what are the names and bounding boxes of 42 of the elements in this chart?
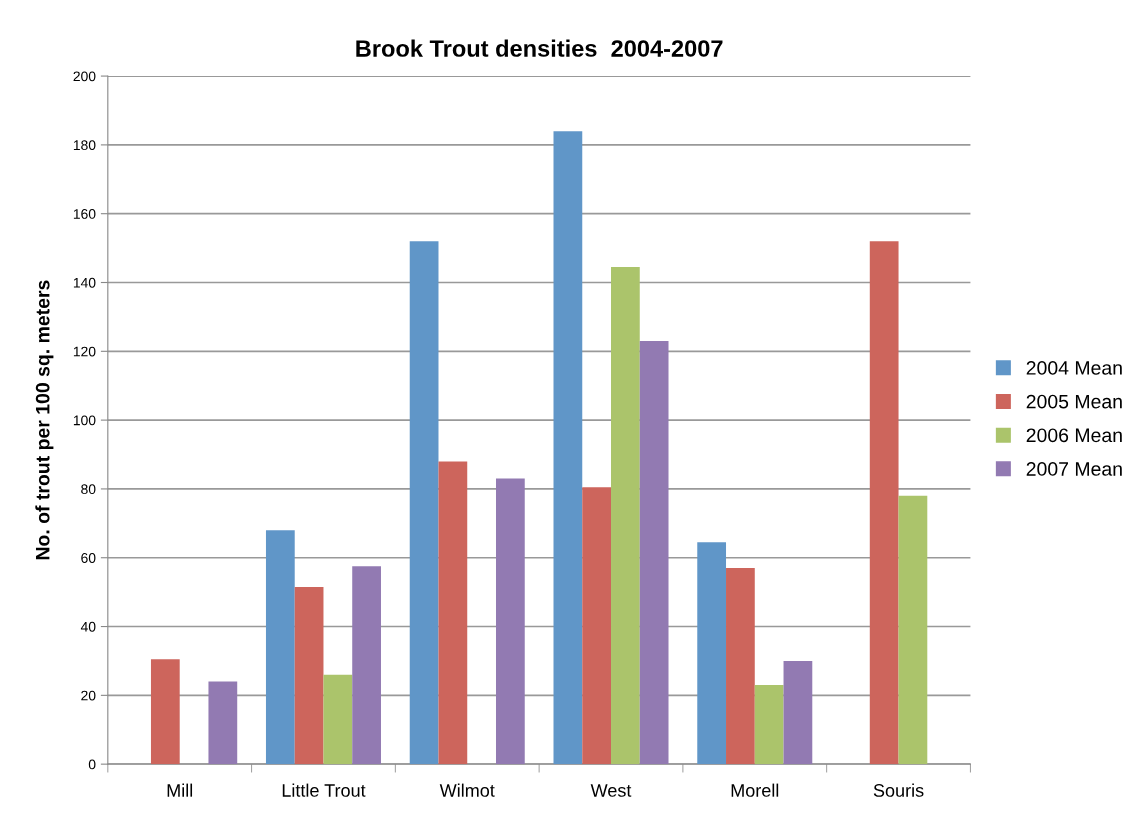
bar	[352, 566, 381, 765]
y-tick-label: 120	[73, 346, 96, 357]
bar	[495, 478, 525, 765]
y-tick-label: 200	[73, 71, 96, 82]
bar	[582, 487, 612, 765]
x-tick-label: Morell	[731, 783, 779, 797]
y-tick-label: 180	[73, 140, 96, 151]
bar	[783, 660, 813, 765]
x-tick-label: West	[590, 784, 632, 797]
y-tick-label: 80	[81, 484, 96, 495]
chart-title: Brook Trout densities 2004-2007	[356, 39, 723, 57]
bar	[208, 681, 238, 765]
bar	[611, 267, 640, 765]
x-tick-label: Mill	[167, 783, 193, 797]
bar	[323, 674, 353, 765]
bar	[150, 659, 180, 765]
y-tick-label: 100	[73, 415, 96, 426]
bar	[438, 461, 468, 765]
y-tick-label: 40	[80, 621, 96, 632]
legend-label: 2004 Mean	[1026, 361, 1122, 375]
bar	[553, 131, 583, 765]
bar	[754, 685, 784, 765]
x-tick-label: Souris	[873, 783, 924, 797]
bar	[869, 241, 899, 765]
y-tick-label: 160	[73, 209, 96, 219]
x-tick-label: Little Trout	[282, 783, 366, 797]
y-tick-label: 140	[73, 277, 96, 288]
bar	[265, 530, 295, 765]
bar	[409, 241, 439, 765]
legend-label: 2005 Mean	[1026, 394, 1122, 409]
legend-label: 2006 Mean	[1026, 428, 1122, 443]
y-tick-label: 20	[81, 690, 96, 701]
y-tick-label: 0	[88, 759, 96, 770]
y-tick-label: 60	[81, 553, 96, 563]
bar	[697, 542, 727, 765]
bar	[294, 586, 324, 765]
x-tick-label: Wilmot	[439, 783, 495, 797]
bar	[639, 340, 669, 765]
bar	[726, 568, 755, 765]
bar	[898, 495, 928, 765]
y-axis-title: No. of trout per 100 sq. meters	[35, 280, 54, 560]
legend-label: 2007 Mean	[1026, 462, 1122, 476]
